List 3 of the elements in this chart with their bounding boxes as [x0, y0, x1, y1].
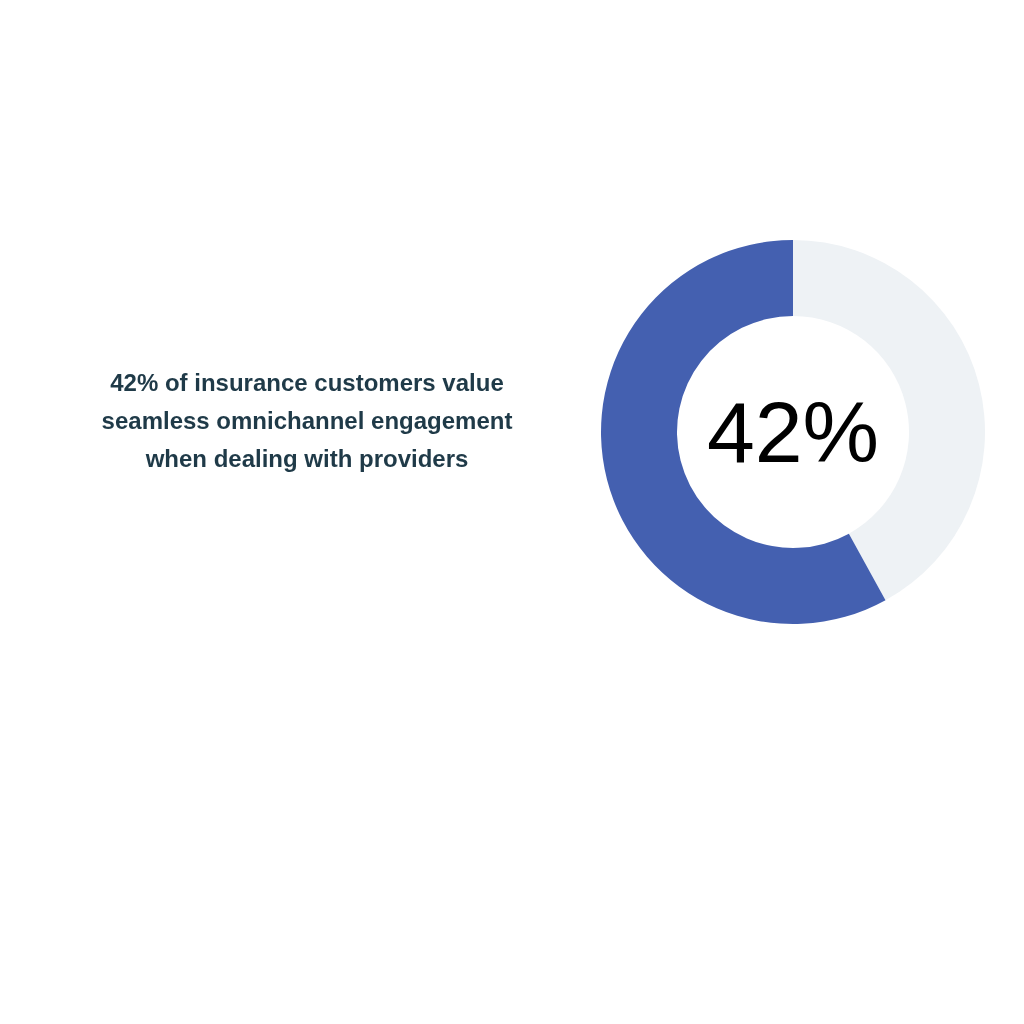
text: 42% of insurance customers value seamless omnichannel engagement when dealing with providers: [101, 369, 513, 472]
donut-slice: [601, 240, 886, 624]
text: 42%: [706, 384, 880, 480]
